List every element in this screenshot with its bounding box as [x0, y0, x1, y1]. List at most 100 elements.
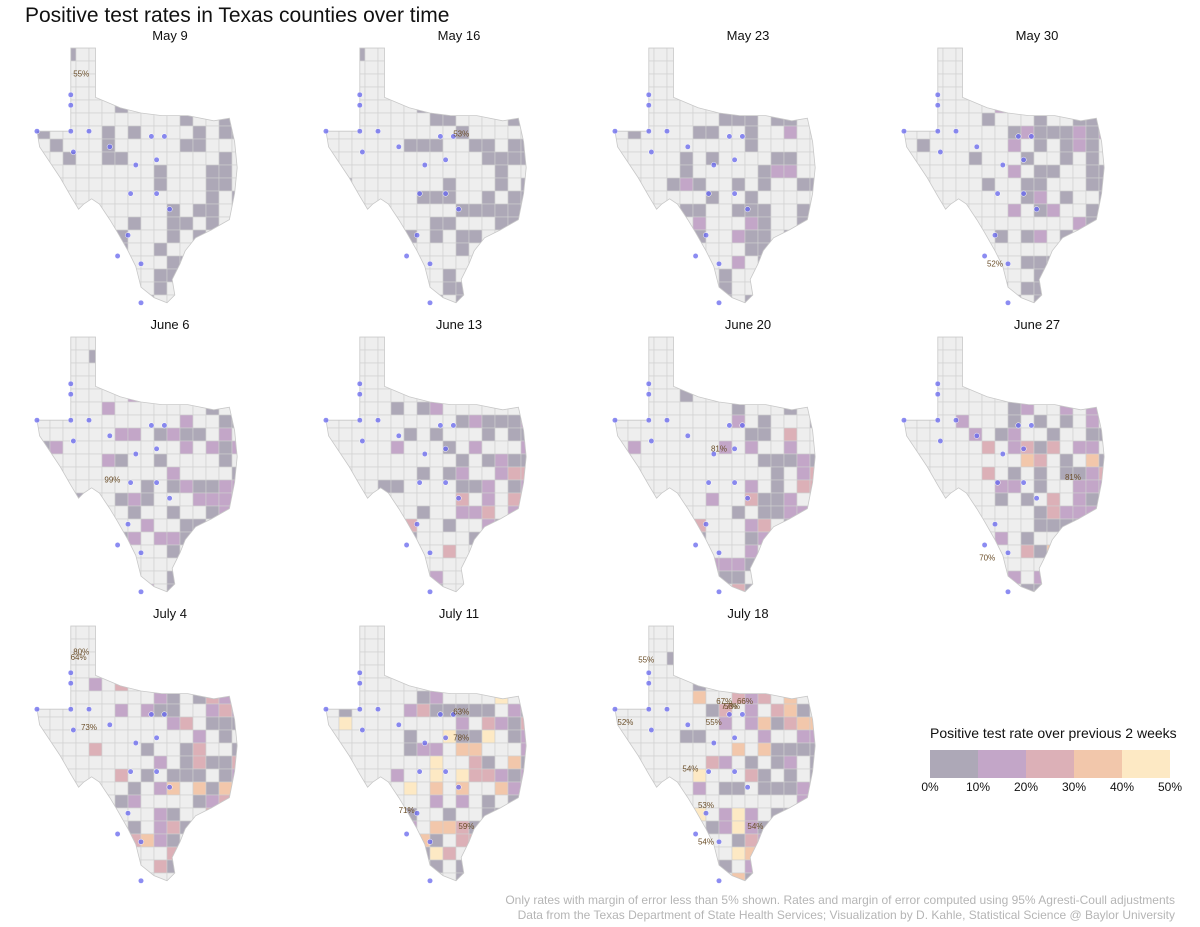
county-cell [140, 664, 155, 679]
county-cell [627, 362, 642, 377]
county-cell [205, 99, 220, 114]
county-cell [49, 337, 64, 351]
county-cell [520, 337, 527, 351]
county-cell [809, 60, 816, 75]
texas-map: 52% [901, 47, 1105, 306]
county-cell [75, 349, 90, 364]
county-cell [1033, 375, 1048, 390]
county-cell [679, 742, 694, 757]
county-cell [140, 677, 155, 692]
county-cell [968, 414, 983, 429]
county-cell [796, 651, 811, 666]
county-cell [442, 807, 457, 822]
county-cell [692, 872, 707, 881]
county-cell [653, 664, 668, 679]
county-cell [377, 99, 392, 114]
legend-tick-label: 0% [921, 780, 939, 794]
county-cell [968, 388, 983, 403]
county-cell [718, 781, 733, 796]
county-cell [442, 86, 457, 101]
state-outline [903, 47, 1105, 304]
county-cell [455, 229, 470, 244]
county-cell [615, 349, 629, 364]
county-cell [929, 268, 944, 283]
county-cell [153, 281, 168, 296]
county-cell [140, 690, 155, 705]
county-cell [916, 203, 931, 218]
city-marker [726, 422, 733, 429]
county-cell [75, 626, 90, 640]
county-cell [1033, 164, 1048, 179]
county-cell [968, 151, 983, 166]
county-cell [403, 216, 418, 231]
county-cell [326, 281, 340, 296]
county-cell [666, 820, 681, 835]
county-cell [326, 846, 340, 861]
county-cell [390, 375, 405, 390]
county-cell [338, 203, 353, 218]
county-cell [166, 690, 181, 705]
city-marker [744, 206, 751, 213]
county-cell [231, 164, 238, 179]
county-cell [153, 99, 168, 114]
county-cell [231, 86, 238, 101]
county-cell [231, 203, 238, 218]
county-cell [326, 294, 340, 303]
county-cell [666, 505, 681, 520]
county-cell [666, 690, 681, 705]
county-cell [942, 453, 957, 468]
county-cell [75, 294, 90, 303]
city-marker [67, 380, 74, 387]
county-cell [809, 255, 816, 270]
county-cell [140, 362, 155, 377]
county-cell [218, 466, 233, 481]
county-cell [326, 268, 340, 283]
county-cell [692, 479, 707, 494]
county-cell [796, 544, 811, 559]
county-cell [770, 544, 785, 559]
county-cell [231, 544, 238, 559]
county-cell [731, 781, 746, 796]
county-cell [166, 440, 181, 455]
county-cell [1007, 401, 1022, 416]
county-cell [338, 190, 353, 205]
county-cell [429, 651, 444, 666]
county-cell [916, 190, 931, 205]
county-cell [718, 466, 733, 481]
county-cell [520, 626, 527, 640]
county-cell [75, 112, 90, 127]
county-cell [640, 781, 655, 796]
county-cell [653, 388, 668, 403]
county-cell [916, 255, 931, 270]
county-cell [403, 60, 418, 75]
county-cell [507, 255, 522, 270]
county-cell [796, 859, 811, 874]
county-cell [757, 73, 772, 88]
county-cell [88, 242, 103, 257]
county-cell [364, 388, 379, 403]
county-cell [1098, 229, 1105, 244]
county-cell [809, 781, 816, 796]
county-cell [179, 151, 194, 166]
county-cell [1072, 203, 1087, 218]
county-cell [929, 112, 944, 127]
county-cell [231, 846, 238, 861]
county-cell [468, 337, 483, 351]
county-cell [231, 638, 238, 653]
county-cell [640, 755, 655, 770]
county-cell [140, 427, 155, 442]
county-cell [416, 73, 431, 88]
county-cell [796, 716, 811, 731]
county-cell [809, 690, 816, 705]
county-cell [37, 768, 51, 783]
county-cell [481, 518, 496, 533]
county-cell [403, 651, 418, 666]
county-cell [1085, 229, 1100, 244]
county-cell [429, 742, 444, 757]
county-cell [101, 505, 116, 520]
county-cell [942, 375, 957, 390]
county-cell [166, 846, 181, 861]
city-marker [67, 680, 74, 687]
county-cell [442, 281, 457, 296]
county-cell [744, 479, 759, 494]
